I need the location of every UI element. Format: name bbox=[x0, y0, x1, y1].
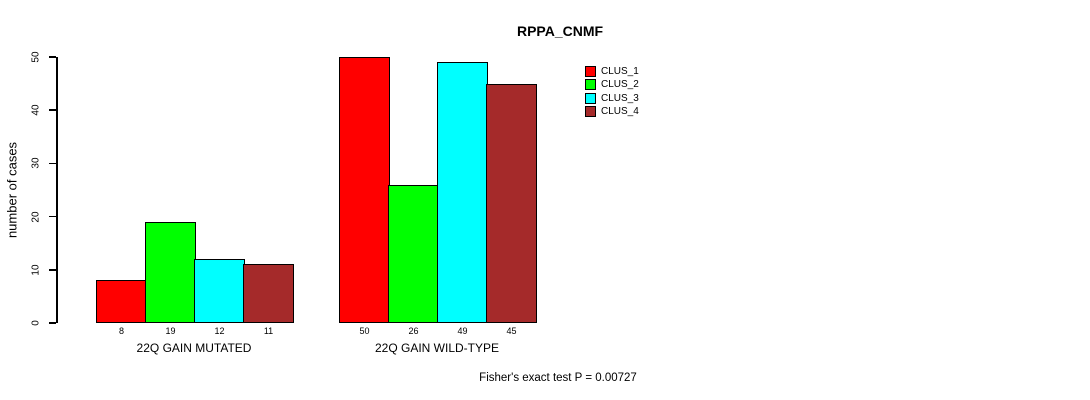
legend: CLUS_1 CLUS_2 CLUS_3 CLUS_4 bbox=[585, 65, 639, 118]
legend-label-clus-2: CLUS_2 bbox=[601, 79, 639, 91]
bar-clus_2 bbox=[145, 221, 196, 323]
y-axis-tick bbox=[49, 56, 56, 58]
y-axis-tick-label: 40 bbox=[30, 104, 42, 116]
legend-item-clus-4: CLUS_4 bbox=[585, 105, 639, 118]
x-group-label: 22Q GAIN WILD-TYPE bbox=[374, 341, 500, 355]
stat-test-note: Fisher's exact test P = 0.00727 bbox=[479, 372, 637, 384]
bar-value-label: 45 bbox=[506, 326, 517, 336]
y-axis-tick bbox=[49, 215, 56, 218]
y-axis-tick-label: 50 bbox=[30, 51, 42, 63]
y-axis-tick-label: 30 bbox=[30, 157, 42, 169]
legend-swatch-clus-2 bbox=[585, 79, 596, 91]
legend-item-clus-1: CLUS_1 bbox=[585, 65, 639, 78]
legend-label-clus-1: CLUS_1 bbox=[601, 66, 639, 78]
bar-clus_3 bbox=[194, 259, 245, 323]
y-axis-tick-label: 20 bbox=[30, 211, 42, 223]
bar-value-label: 12 bbox=[214, 326, 225, 336]
legend-item-clus-3: CLUS_3 bbox=[585, 92, 639, 105]
legend-swatch-clus-1 bbox=[585, 66, 596, 78]
y-axis-tick bbox=[49, 162, 56, 165]
bar-value-label: 11 bbox=[263, 326, 274, 336]
y-axis-line bbox=[56, 57, 58, 323]
y-axis-tick bbox=[49, 322, 56, 324]
bar-clus_1 bbox=[339, 57, 390, 323]
bar-clus_1 bbox=[96, 280, 147, 323]
bar-value-label: 19 bbox=[165, 326, 176, 336]
bar-clus_2 bbox=[388, 184, 439, 323]
bar-value-label: 26 bbox=[408, 326, 419, 336]
y-axis-tick bbox=[49, 109, 56, 111]
legend-item-clus-2: CLUS_2 bbox=[585, 78, 639, 91]
y-axis-tick-label: 0 bbox=[30, 320, 42, 326]
x-group-label: 22Q GAIN MUTATED bbox=[136, 341, 252, 355]
bar-value-label: 49 bbox=[457, 326, 468, 336]
bar-value-label: 8 bbox=[118, 326, 125, 336]
legend-swatch-clus-3 bbox=[585, 92, 596, 104]
legend-label-clus-3: CLUS_3 bbox=[601, 92, 639, 104]
chart-title: RPPA_CNMF bbox=[516, 23, 604, 39]
bar-clus_4 bbox=[486, 83, 537, 323]
bar-clus_3 bbox=[437, 62, 488, 323]
y-axis-tick bbox=[49, 269, 56, 271]
bar-value-label: 50 bbox=[359, 326, 370, 336]
bar-clus_4 bbox=[243, 264, 294, 323]
legend-label-clus-4: CLUS_4 bbox=[601, 106, 639, 118]
y-axis-tick-label: 10 bbox=[30, 264, 42, 276]
legend-swatch-clus-4 bbox=[585, 106, 596, 118]
